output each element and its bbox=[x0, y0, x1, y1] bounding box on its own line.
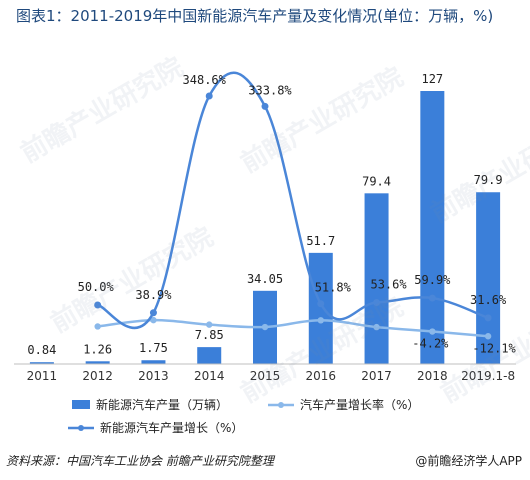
bar-2013 bbox=[141, 360, 166, 364]
growth-label-2014: 348.6% bbox=[183, 73, 227, 87]
x-tick-2012: 2012 bbox=[82, 369, 113, 383]
bar-2016 bbox=[308, 252, 333, 364]
bar-2014 bbox=[197, 347, 222, 364]
bar-label-2018: 127 bbox=[421, 72, 443, 86]
growth-label-2018: 59.9% bbox=[414, 273, 451, 287]
bar-2012 bbox=[85, 361, 110, 364]
rate-point bbox=[94, 323, 101, 330]
bar-label-2019.1-8: 79.9 bbox=[474, 173, 503, 187]
source-note: 资料来源：中国汽车工业协会 前瞻产业研究院整理 bbox=[6, 454, 274, 468]
legend-bar-swatch bbox=[72, 400, 90, 409]
rate-point bbox=[317, 317, 324, 324]
rate-point bbox=[150, 316, 157, 324]
rate-label-2019.1-8: -12.1% bbox=[472, 341, 516, 355]
growth-label-2015: 333.8% bbox=[248, 83, 292, 97]
growth-label-2017: 53.6% bbox=[370, 277, 407, 291]
bars-layer bbox=[29, 91, 501, 364]
growth-point bbox=[149, 309, 157, 317]
growth-point bbox=[317, 300, 325, 308]
rate-point bbox=[429, 328, 436, 335]
growth-point bbox=[373, 298, 381, 306]
rate-label-2018: -4.2% bbox=[412, 337, 449, 351]
rate-line bbox=[97, 318, 489, 338]
labels-layer: 0.84 1.26 1.75 7.85 34.05 51.7 79.4 127 79.9 50.0… bbox=[27, 72, 516, 357]
x-tick-2019.1-8: 2019.1-8 bbox=[461, 369, 515, 383]
growth-point bbox=[94, 301, 102, 309]
x-tick-2015: 2015 bbox=[250, 369, 281, 383]
bar-label-2012: 1.26 bbox=[83, 342, 112, 356]
lines-layer bbox=[94, 71, 492, 340]
legend-rate-marker bbox=[278, 402, 284, 408]
chart-canvas: 0.84 1.26 1.75 7.85 34.05 51.7 79.4 127 79.9 50.0… bbox=[14, 71, 517, 435]
x-tick-2018: 2018 bbox=[417, 369, 448, 383]
growth-line bbox=[97, 71, 489, 330]
growth-point bbox=[484, 314, 492, 322]
x-tick-2017: 2017 bbox=[361, 369, 392, 383]
chart-title: 图表1：2011-2019年中国新能源汽车产量及变化情况(单位：万辆，%) bbox=[16, 7, 494, 25]
growth-label-2013: 38.9% bbox=[135, 288, 172, 302]
bar-2011 bbox=[29, 362, 54, 364]
rate-point bbox=[261, 323, 269, 331]
bar-label-2016: 51.7 bbox=[306, 234, 335, 248]
bar-label-2015: 34.05 bbox=[247, 272, 283, 286]
legend-bar-label: 新能源汽车产量（万辆） bbox=[96, 397, 228, 412]
growth-label-2012: 50.0% bbox=[78, 280, 115, 294]
legend-growth-marker bbox=[78, 425, 84, 431]
rate-point bbox=[206, 321, 213, 328]
brand-credit: @前瞻经济学人APP bbox=[415, 454, 522, 468]
growth-point bbox=[261, 102, 269, 110]
growth-label-2016: 51.8% bbox=[315, 281, 352, 295]
bar-label-2013: 1.75 bbox=[139, 341, 168, 355]
rate-point bbox=[484, 333, 492, 340]
bar-label-2014: 7.85 bbox=[195, 328, 224, 342]
rate-point bbox=[373, 323, 380, 331]
bar-label-2017: 79.4 bbox=[362, 174, 391, 188]
growth-point bbox=[428, 294, 436, 302]
growth-point bbox=[205, 92, 213, 100]
legend-growth-label: 新能源汽车产量增长（%） bbox=[100, 420, 243, 435]
x-tick-2014: 2014 bbox=[194, 369, 225, 383]
x-tick-2016: 2016 bbox=[306, 369, 337, 383]
bar-2018 bbox=[420, 91, 445, 364]
legend: 新能源汽车产量（万辆） 汽车产量增长率（%） 新能源汽车产量增长（%） bbox=[68, 397, 419, 435]
legend-rate-label: 汽车产量增长率（%） bbox=[300, 397, 419, 412]
bar-2017 bbox=[364, 193, 389, 364]
growth-label-2019.1-8: 31.6% bbox=[470, 293, 507, 307]
bar-label-2011: 0.84 bbox=[27, 343, 56, 357]
x-tick-2011: 2011 bbox=[27, 369, 58, 383]
x-axis: 2011 2012 2013 2014 2015 2016 2017 2018 2019.1-8 bbox=[14, 363, 516, 383]
x-tick-2013: 2013 bbox=[138, 369, 169, 383]
